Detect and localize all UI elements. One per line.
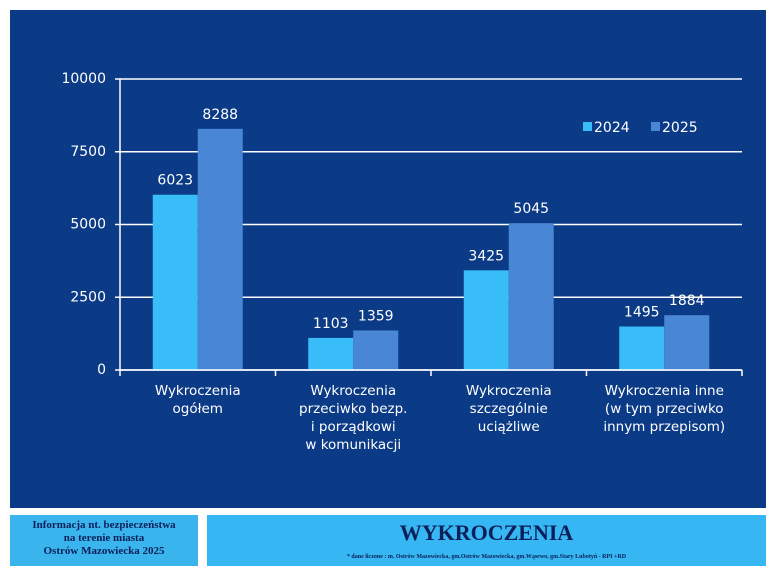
x-tick-label: Wykroczenia ogółem — [154, 383, 241, 417]
footer-title: WYKROCZENIA — [399, 520, 574, 545]
data-label: 1884 — [669, 293, 705, 309]
y-tick-label: 0 — [97, 362, 106, 378]
chart-background — [10, 10, 766, 508]
y-tick-label: 7500 — [70, 144, 106, 160]
footer-left-line: Ostrów Mazowiecka 2025 — [43, 545, 165, 557]
data-label: 1359 — [358, 308, 394, 324]
data-label: 6023 — [157, 173, 193, 189]
x-tick-label: Wykroczenia przeciwko bezp. i porządkowi… — [299, 383, 408, 453]
footer-left-line: Informacja nt. bezpieczeństwa — [32, 519, 176, 531]
data-label: 5045 — [513, 201, 549, 217]
legend-label: 2024 — [594, 120, 630, 136]
y-tick-label: 2500 — [70, 289, 106, 305]
legend-label: 2025 — [662, 120, 698, 136]
bar — [197, 128, 243, 370]
data-label: 1103 — [313, 316, 349, 332]
y-tick-label: 5000 — [70, 217, 106, 233]
data-label: 3425 — [468, 248, 504, 264]
legend-swatch — [583, 122, 592, 131]
bar — [353, 330, 399, 370]
data-label: 1495 — [624, 304, 660, 320]
bar — [508, 223, 554, 370]
bar — [152, 194, 198, 370]
bar — [463, 270, 509, 370]
bar — [664, 315, 710, 370]
footer-left: Informacja nt. bezpieczeństwa na terenie … — [10, 515, 198, 566]
legend-swatch — [651, 122, 660, 131]
y-tick-label: 10000 — [61, 71, 106, 87]
bar — [308, 337, 354, 370]
footer-left-line: na terenie miasta — [63, 532, 145, 544]
bar — [619, 326, 665, 370]
footer-right: WYKROCZENIA * dane liczone : m. Ostrów M… — [207, 515, 766, 566]
x-tick-label: Wykroczenia inne (w tym przeciwko innym … — [603, 383, 726, 435]
footer-note: * dane liczone : m. Ostrów Mazowiecka, g… — [346, 554, 627, 560]
x-tick-label: Wykroczenia szczególnie uciążliwe — [465, 383, 552, 435]
data-label: 8288 — [202, 107, 238, 123]
